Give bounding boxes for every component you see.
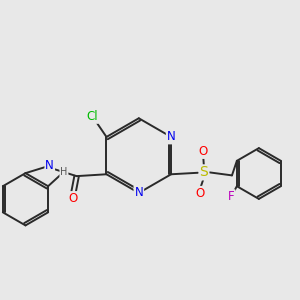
Text: N: N [134, 186, 143, 200]
Text: H: H [60, 167, 68, 177]
Text: N: N [45, 159, 54, 172]
Text: N: N [167, 130, 176, 143]
Text: S: S [200, 165, 208, 179]
Text: Cl: Cl [86, 110, 98, 123]
Text: O: O [68, 192, 77, 205]
Text: F: F [228, 190, 235, 203]
Text: O: O [199, 145, 208, 158]
Text: O: O [196, 187, 205, 200]
